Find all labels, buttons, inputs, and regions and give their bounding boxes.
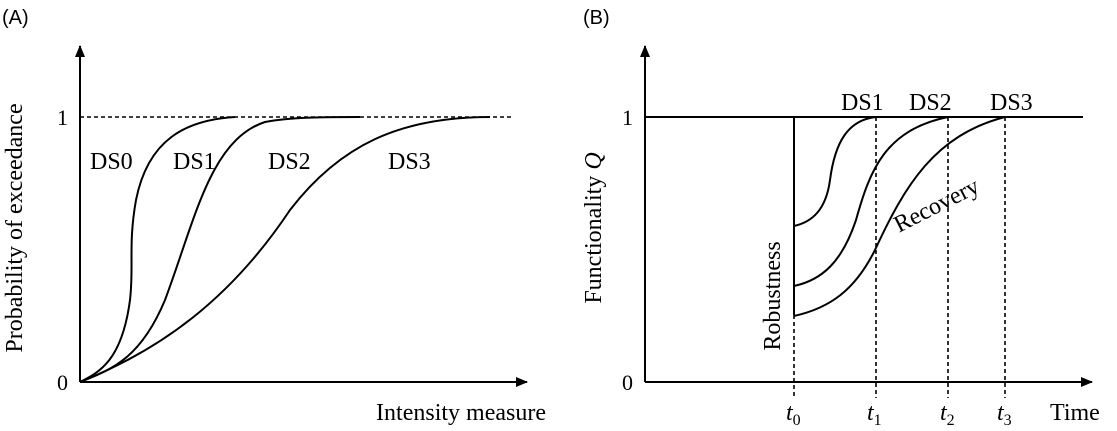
- t2-base: t: [940, 400, 948, 426]
- robustness-label: Robustness: [760, 241, 786, 350]
- curve-ds1: [79, 116, 361, 383]
- label-ds0: DS0: [90, 149, 133, 175]
- time-label-t2: t2: [940, 400, 955, 429]
- panel-b-y-label: Functionality Q: [581, 152, 607, 303]
- curve-ds2: [79, 116, 491, 383]
- time-label-t1: t1: [867, 400, 882, 429]
- panel-b: (B) 1 0 Functionality Q Time DS1 DS2 DS3…: [581, 7, 1100, 429]
- t1-base: t: [867, 400, 875, 426]
- t1-sub: 1: [874, 412, 882, 429]
- panel-a-y-label: Probability of exceedance: [2, 103, 28, 352]
- panel-a-x-label: Intensity measure: [376, 400, 546, 426]
- curve-ds0: [79, 116, 236, 383]
- t2-sub: 2: [947, 412, 955, 429]
- panel-b-y-label-var: Q: [581, 152, 607, 169]
- recovery-curve-ds2: [793, 116, 949, 287]
- label-ds3: DS3: [388, 149, 431, 175]
- panel-b-tick-zero: 0: [622, 370, 633, 395]
- label-b-ds2: DS2: [909, 90, 952, 116]
- panel-a-tag: (A): [2, 7, 29, 29]
- panel-b-x-label: Time: [1050, 400, 1100, 426]
- label-ds1: DS1: [173, 149, 216, 175]
- t3-base: t: [997, 400, 1005, 426]
- label-b-ds3: DS3: [990, 90, 1033, 116]
- panel-b-tick-one: 1: [622, 105, 633, 130]
- recovery-label: Recovery: [890, 173, 984, 238]
- recovery-curve-ds3: [793, 116, 1006, 317]
- panel-a-tick-one: 1: [57, 105, 68, 130]
- panel-b-tag: (B): [583, 7, 610, 29]
- panel-b-y-label-text: Functionality: [581, 170, 607, 304]
- label-b-ds1: DS1: [841, 90, 884, 116]
- t0-base: t: [786, 400, 794, 426]
- panel-a: (A) 1 0 Probability of exceedance Intens…: [2, 7, 546, 426]
- t0-sub: 0: [793, 412, 801, 429]
- time-label-t3: t3: [997, 400, 1012, 429]
- panel-a-tick-zero: 0: [57, 370, 68, 395]
- time-label-t0: t0: [786, 400, 801, 429]
- recovery-curve-ds1: [793, 116, 877, 227]
- label-ds2: DS2: [268, 149, 311, 175]
- t3-sub: 3: [1004, 412, 1012, 429]
